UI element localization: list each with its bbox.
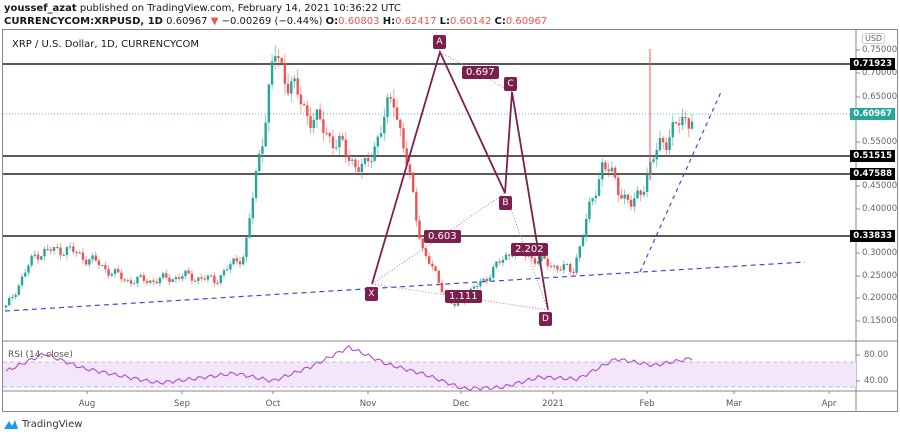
- y-tick: 0.20000: [862, 293, 898, 303]
- pane-title: XRP / U.S. Dollar, 1D, CURRENCYCOM: [10, 39, 201, 50]
- ratio-abc: 0.603: [424, 230, 461, 243]
- brand-name: TradingView: [22, 418, 83, 430]
- y-tick: 0.40000: [862, 204, 898, 214]
- low-value: 0.60142: [450, 16, 492, 27]
- currency-button[interactable]: USD: [862, 33, 886, 44]
- down-arrow-icon: ▼: [210, 16, 219, 27]
- x-tick: Feb: [639, 399, 655, 409]
- level-tag: 0.71923: [850, 58, 895, 70]
- y-tick: 0.30000: [862, 248, 898, 258]
- symbol: CURRENCYCOM:XRPUSD, 1D: [4, 16, 163, 27]
- low-label: L:: [439, 16, 450, 27]
- rsi-tick: 40.00: [864, 376, 889, 386]
- symbol-info: CURRENCYCOM:XRPUSD, 1D 0.60967 ▼ −0.0026…: [4, 15, 547, 28]
- publish-info: youssef_azat published on TradingView.co…: [4, 2, 401, 15]
- high-label: H:: [382, 16, 396, 27]
- level-tag: 0.47588: [850, 168, 895, 180]
- pattern-point-d: D: [539, 312, 552, 326]
- x-tick: Sep: [173, 399, 191, 409]
- y-tick: 0.45000: [862, 181, 898, 191]
- pattern-point-a: A: [433, 35, 446, 49]
- y-tick: 0.15000: [862, 316, 898, 326]
- rsi-title: RSI (14, close): [8, 350, 73, 360]
- publish-text: published on TradingView.com, February 1…: [79, 3, 401, 14]
- y-tick: 0.25000: [862, 271, 898, 281]
- x-tick: Apr: [821, 399, 837, 409]
- last-price-tag: 0.60967: [850, 108, 895, 120]
- x-tick: Aug: [78, 399, 96, 409]
- x-tick: Nov: [359, 399, 377, 409]
- price-change: −0.00269 (−0.44%): [221, 16, 323, 27]
- level-tag: 0.51515: [850, 150, 895, 162]
- close-label: C:: [494, 16, 506, 27]
- pattern-point-x: X: [365, 287, 378, 301]
- price-candles: [4, 45, 694, 311]
- x-tick: Oct: [265, 399, 281, 409]
- pattern-point-b: B: [499, 196, 512, 210]
- y-tick: 0.65000: [862, 92, 898, 102]
- level-tag: 0.33833: [850, 230, 895, 242]
- open-label: O:: [325, 16, 339, 27]
- chart-frame: [2, 29, 898, 412]
- last-price: 0.60967: [166, 16, 208, 27]
- ratio-xad: 1.111: [445, 290, 482, 303]
- ratio-bcd: 2.202: [511, 243, 548, 256]
- x-tick: Dec: [452, 399, 470, 409]
- tradingview-logo[interactable]: TradingView: [3, 418, 82, 430]
- pattern-point-c: C: [504, 77, 517, 91]
- y-tick: 0.70000: [862, 68, 898, 78]
- tradingview-icon: [4, 420, 18, 429]
- x-tick: Mar: [725, 399, 743, 409]
- y-tick: 0.55000: [862, 137, 898, 147]
- ratio-xab: 0.697: [462, 66, 499, 79]
- rsi-tick: 80.00: [864, 350, 889, 360]
- high-value: 0.62417: [395, 16, 437, 27]
- x-tick: 2021: [542, 399, 564, 409]
- y-tick: 0.75000: [862, 45, 898, 55]
- open-value: 0.60803: [338, 16, 380, 27]
- close-value: 0.60967: [505, 16, 548, 27]
- author[interactable]: youssef_azat: [4, 3, 77, 14]
